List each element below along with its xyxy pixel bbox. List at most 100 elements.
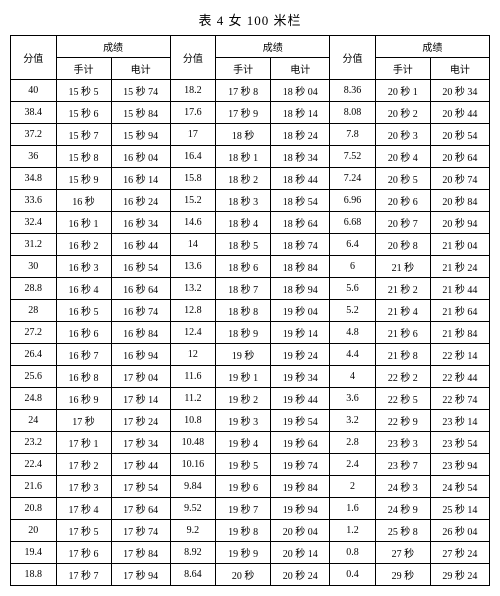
table-cell: 16 秒 04 — [111, 146, 170, 168]
table-cell: 3.6 — [330, 388, 376, 410]
table-cell: 19 秒 9 — [216, 542, 271, 564]
table-body: 4015 秒 515 秒 7418.217 秒 818 秒 048.3620 秒… — [11, 80, 490, 586]
header-elec-2: 电计 — [271, 58, 330, 80]
table-cell: 17 秒 64 — [111, 498, 170, 520]
table-cell: 6.68 — [330, 212, 376, 234]
table-cell: 15 秒 94 — [111, 124, 170, 146]
table-row: 20.817 秒 417 秒 649.5219 秒 719 秒 941.624 … — [11, 498, 490, 520]
table-cell: 12 — [170, 344, 216, 366]
table-cell: 17 秒 7 — [56, 564, 111, 586]
table-cell: 9.2 — [170, 520, 216, 542]
table-cell: 5.6 — [330, 278, 376, 300]
table-cell: 19 秒 64 — [271, 432, 330, 454]
table-cell: 37.2 — [11, 124, 57, 146]
table-row: 2017 秒 517 秒 749.219 秒 820 秒 041.225 秒 8… — [11, 520, 490, 542]
table-cell: 15.8 — [170, 168, 216, 190]
table-cell: 6.4 — [330, 234, 376, 256]
table-cell: 30 — [11, 256, 57, 278]
table-cell: 12.8 — [170, 300, 216, 322]
table-cell: 18 秒 04 — [271, 80, 330, 102]
table-cell: 27 秒 24 — [430, 542, 489, 564]
table-cell: 17 秒 8 — [216, 80, 271, 102]
table-cell: 20 秒 24 — [271, 564, 330, 586]
table-cell: 16 秒 7 — [56, 344, 111, 366]
table-cell: 16 秒 24 — [111, 190, 170, 212]
table-cell: 20 — [11, 520, 57, 542]
table-cell: 18 秒 2 — [216, 168, 271, 190]
table-cell: 23.2 — [11, 432, 57, 454]
table-cell: 10.48 — [170, 432, 216, 454]
table-head: 分值 成绩 分值 成绩 分值 成绩 手计 电计 手计 电计 手计 电计 — [11, 36, 490, 80]
table-cell: 19 秒 34 — [271, 366, 330, 388]
table-cell: 8.64 — [170, 564, 216, 586]
table-row: 32.416 秒 116 秒 3414.618 秒 418 秒 646.6820… — [11, 212, 490, 234]
table-cell: 20 秒 34 — [430, 80, 489, 102]
table-cell: 16 秒 74 — [111, 300, 170, 322]
table-cell: 15.2 — [170, 190, 216, 212]
page: 表 4 女 100 米栏 分值 成绩 分值 成绩 分值 成绩 手计 电计 手计 … — [0, 0, 500, 596]
table-cell: 24 秒 54 — [430, 476, 489, 498]
table-cell: 19 秒 1 — [216, 366, 271, 388]
table-cell: 34.8 — [11, 168, 57, 190]
table-cell: 16 秒 14 — [111, 168, 170, 190]
table-cell: 18 秒 4 — [216, 212, 271, 234]
table-row: 21.617 秒 317 秒 549.8419 秒 619 秒 84224 秒 … — [11, 476, 490, 498]
table-cell: 17 秒 54 — [111, 476, 170, 498]
table-cell: 21 秒 2 — [375, 278, 430, 300]
table-cell: 22 秒 74 — [430, 388, 489, 410]
table-cell: 38.4 — [11, 102, 57, 124]
table-cell: 22 秒 2 — [375, 366, 430, 388]
table-row: 3615 秒 816 秒 0416.418 秒 118 秒 347.5220 秒… — [11, 146, 490, 168]
table-cell: 17 秒 84 — [111, 542, 170, 564]
table-cell: 18 秒 3 — [216, 190, 271, 212]
table-row: 23.217 秒 117 秒 3410.4819 秒 419 秒 642.823… — [11, 432, 490, 454]
table-cell: 11.6 — [170, 366, 216, 388]
table-cell: 16 秒 94 — [111, 344, 170, 366]
table-cell: 0.4 — [330, 564, 376, 586]
table-cell: 19 秒 — [216, 344, 271, 366]
table-cell: 22 秒 5 — [375, 388, 430, 410]
table-cell: 19 秒 04 — [271, 300, 330, 322]
table-row: 38.415 秒 615 秒 8417.617 秒 918 秒 148.0820… — [11, 102, 490, 124]
table-cell: 20.8 — [11, 498, 57, 520]
table-cell: 20 秒 54 — [430, 124, 489, 146]
table-row: 2417 秒17 秒 2410.819 秒 319 秒 543.222 秒 92… — [11, 410, 490, 432]
table-row: 18.817 秒 717 秒 948.6420 秒20 秒 240.429 秒2… — [11, 564, 490, 586]
table-cell: 20 秒 44 — [430, 102, 489, 124]
table-cell: 9.84 — [170, 476, 216, 498]
table-cell: 21 秒 84 — [430, 322, 489, 344]
table-cell: 17 秒 9 — [216, 102, 271, 124]
table-cell: 15 秒 5 — [56, 80, 111, 102]
table-cell: 19 秒 14 — [271, 322, 330, 344]
table-row: 37.215 秒 715 秒 941718 秒18 秒 247.820 秒 32… — [11, 124, 490, 146]
table-cell: 2.8 — [330, 432, 376, 454]
table-cell: 16 秒 44 — [111, 234, 170, 256]
table-cell: 20 秒 04 — [271, 520, 330, 542]
table-cell: 1.2 — [330, 520, 376, 542]
table-cell: 16 秒 6 — [56, 322, 111, 344]
table-cell: 12.4 — [170, 322, 216, 344]
table-cell: 15 秒 74 — [111, 80, 170, 102]
table-cell: 8.92 — [170, 542, 216, 564]
table-cell: 16 秒 1 — [56, 212, 111, 234]
table-cell: 23 秒 3 — [375, 432, 430, 454]
table-cell: 19.4 — [11, 542, 57, 564]
table-row: 26.416 秒 716 秒 941219 秒19 秒 244.421 秒 82… — [11, 344, 490, 366]
table-cell: 24 — [11, 410, 57, 432]
table-cell: 15 秒 9 — [56, 168, 111, 190]
table-cell: 19 秒 5 — [216, 454, 271, 476]
table-cell: 17 秒 — [56, 410, 111, 432]
table-cell: 28 — [11, 300, 57, 322]
header-elec-1: 电计 — [111, 58, 170, 80]
table-cell: 15 秒 6 — [56, 102, 111, 124]
table-cell: 16 秒 9 — [56, 388, 111, 410]
header-score-1: 分值 — [11, 36, 57, 80]
table-cell: 25 秒 8 — [375, 520, 430, 542]
table-cell: 1.6 — [330, 498, 376, 520]
table-cell: 20 秒 7 — [375, 212, 430, 234]
table-cell: 19 秒 4 — [216, 432, 271, 454]
header-hand-2: 手计 — [216, 58, 271, 80]
table-cell: 4.8 — [330, 322, 376, 344]
table-cell: 17 秒 14 — [111, 388, 170, 410]
table-cell: 20 秒 14 — [271, 542, 330, 564]
